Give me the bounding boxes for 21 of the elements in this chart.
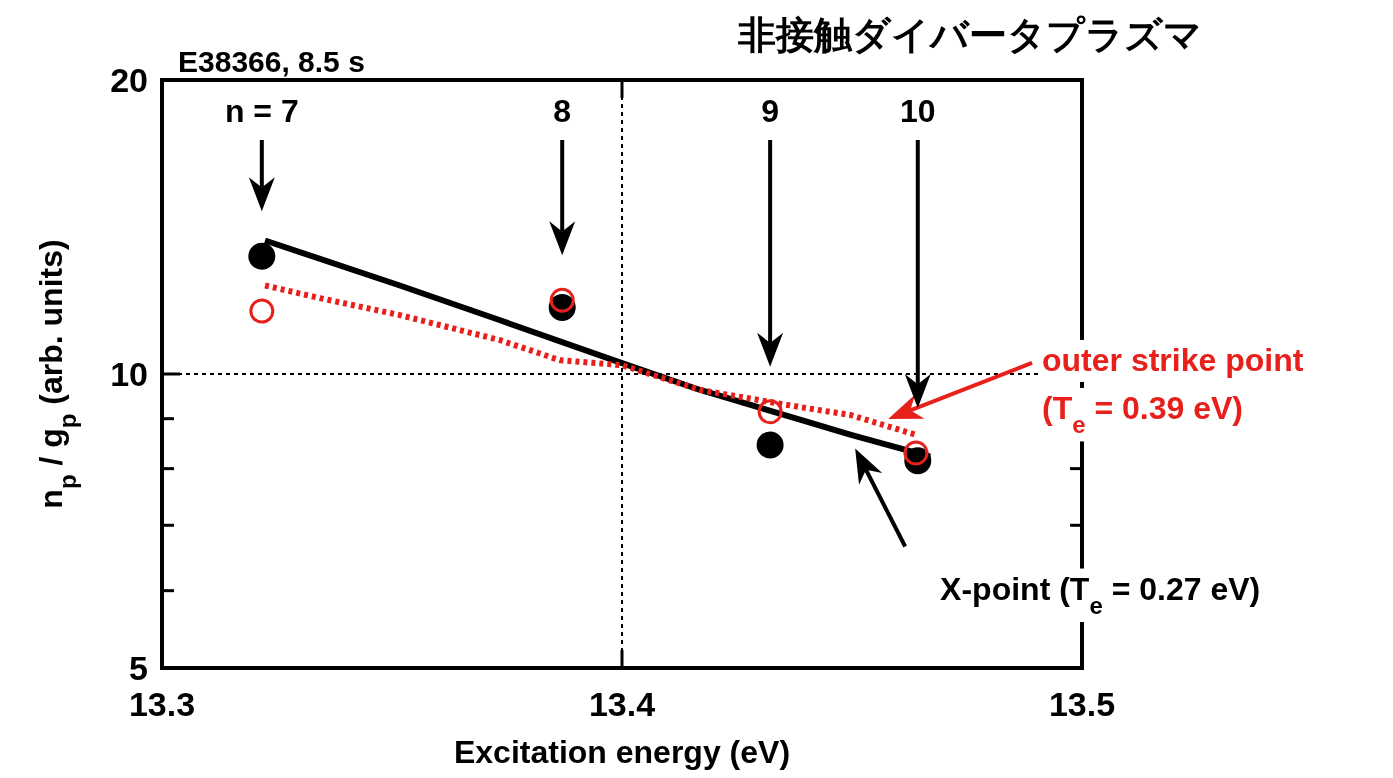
- x-axis-title: Excitation energy (eV): [453, 734, 791, 770]
- y-tick-label: 20: [110, 61, 148, 99]
- annotation: 9: [761, 93, 780, 129]
- x-tick-label: 13.3: [128, 685, 196, 723]
- annotation: n = 7: [224, 93, 299, 129]
- point: [903, 440, 929, 466]
- point: [757, 399, 783, 425]
- point: [249, 298, 275, 324]
- x-tick-label: 13.4: [588, 685, 656, 723]
- annotation: 8: [553, 93, 572, 129]
- x-tick-label: 13.5: [1048, 685, 1116, 723]
- chart-title: 非接触ダイバータプラズマ: [737, 14, 1202, 56]
- legend-label: outer strike point (T$_{e}$ = 0.39 eV): [1042, 341, 1304, 438]
- y-tick-label: 10: [110, 355, 148, 393]
- text: E38366, 8.5 s: [178, 45, 365, 78]
- text: X-point (T$_{e}$ = 0.27 eV): [940, 570, 1261, 619]
- point: [756, 431, 784, 459]
- annotation: 10: [899, 93, 936, 129]
- point: [248, 242, 276, 270]
- y-tick-label: 5: [129, 649, 148, 687]
- point: [549, 287, 575, 313]
